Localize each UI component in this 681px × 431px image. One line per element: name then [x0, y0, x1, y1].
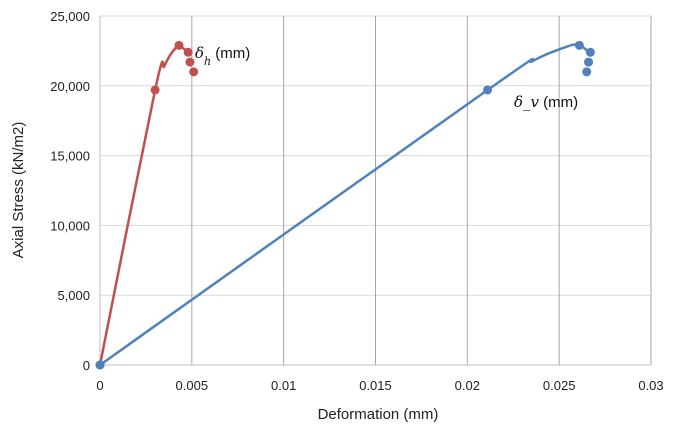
y-tick-label: 5,000 [57, 288, 90, 303]
y-tick-label: 0 [83, 358, 90, 373]
axes [99, 16, 651, 366]
series-1-point [585, 47, 595, 57]
x-tick-label: 0.015 [359, 378, 392, 393]
series-label-horizontal-unit: (mm) [211, 45, 250, 62]
series-label-vertical-subscript: _v [523, 93, 540, 111]
series-label-vertical-unit: (mm) [539, 94, 578, 111]
series-0-point [150, 85, 160, 95]
series-0-point [174, 40, 184, 50]
series-1-point [582, 67, 592, 77]
x-tick-label: 0.03 [638, 378, 663, 393]
x-tick-label: 0 [96, 378, 103, 393]
series-1-point [584, 57, 594, 67]
x-tick-label: 0.005 [176, 378, 209, 393]
series-0-point [183, 47, 193, 57]
y-axis-ticks: 0 5,000 10,000 15,000 20,000 25,000 [50, 9, 90, 373]
y-tick-label: 20,000 [50, 79, 90, 94]
series-label-vertical-symbol: δ [514, 93, 523, 111]
x-tick-label: 0.01 [271, 378, 296, 393]
series-group [95, 40, 595, 370]
series-1-point [574, 40, 584, 50]
x-tick-label: 0.025 [543, 378, 576, 393]
series-1-point [483, 85, 493, 95]
y-axis-title: Axial Stress (kN/m2) [10, 122, 27, 259]
series-label-horizontal: δh (mm) [195, 44, 250, 68]
x-axis-title: Deformation (mm) [318, 406, 439, 423]
series-label-horizontal-symbol: δ [195, 44, 204, 62]
series-0-point [189, 67, 199, 77]
grid [100, 15, 652, 365]
series-0-point [185, 57, 195, 67]
y-tick-label: 10,000 [50, 218, 90, 233]
series-label-horizontal-subscript: h [204, 55, 211, 68]
y-tick-label: 15,000 [50, 149, 90, 164]
y-tick-label: 25,000 [50, 9, 90, 24]
series-0-line [98, 44, 188, 367]
x-tick-label: 0.02 [455, 378, 480, 393]
series-1-point [95, 360, 105, 370]
series-label-vertical: δ_v (mm) [514, 93, 578, 111]
x-axis-ticks: 0 0.005 0.01 0.015 0.02 0.025 0.03 [96, 378, 663, 393]
